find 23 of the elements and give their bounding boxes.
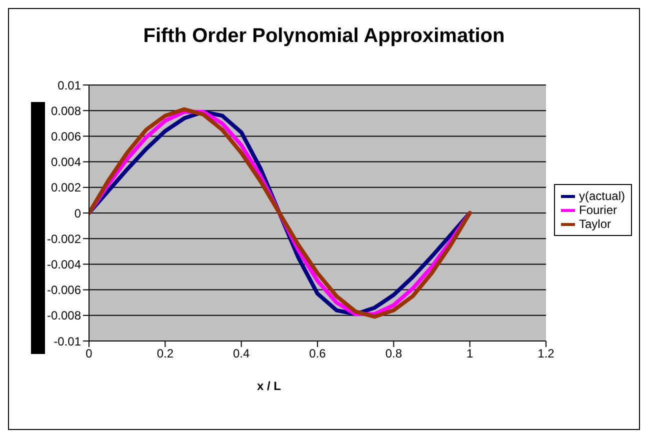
chart-title: Fifth Order Polynomial Approximation <box>142 24 506 49</box>
x-tick-label: 1.2 <box>538 346 555 361</box>
legend-label: Fourier <box>578 203 617 217</box>
x-tick-label: 0.2 <box>156 346 174 361</box>
y-tick-label: 0.002 <box>50 180 82 195</box>
x-tick-label: 0.4 <box>232 346 250 361</box>
y-tick-label: 0.006 <box>50 129 82 144</box>
y-tick-label: 0.01 <box>58 78 82 92</box>
y-tick-label: -0.002 <box>46 232 82 246</box>
x-tick-label: 0 <box>86 346 93 361</box>
y-tick-label: 0.004 <box>50 155 82 170</box>
legend-label: Taylor <box>578 217 611 231</box>
x-axis-title: x / L <box>256 379 282 393</box>
y-tick-label: -0.01 <box>54 334 82 348</box>
x-tick-label: 0.8 <box>385 346 402 361</box>
y-tick-label: -0.008 <box>46 308 82 323</box>
y-tick-label: 0.008 <box>50 104 82 118</box>
y-tick-label: -0.004 <box>46 257 82 272</box>
x-tick-label: 0.6 <box>309 346 326 361</box>
legend-label: y(actual) <box>578 189 625 203</box>
x-tick-label: 1 <box>466 346 474 361</box>
y-tick-label: -0.006 <box>46 283 82 298</box>
y-tick-label: 0 <box>74 206 82 220</box>
